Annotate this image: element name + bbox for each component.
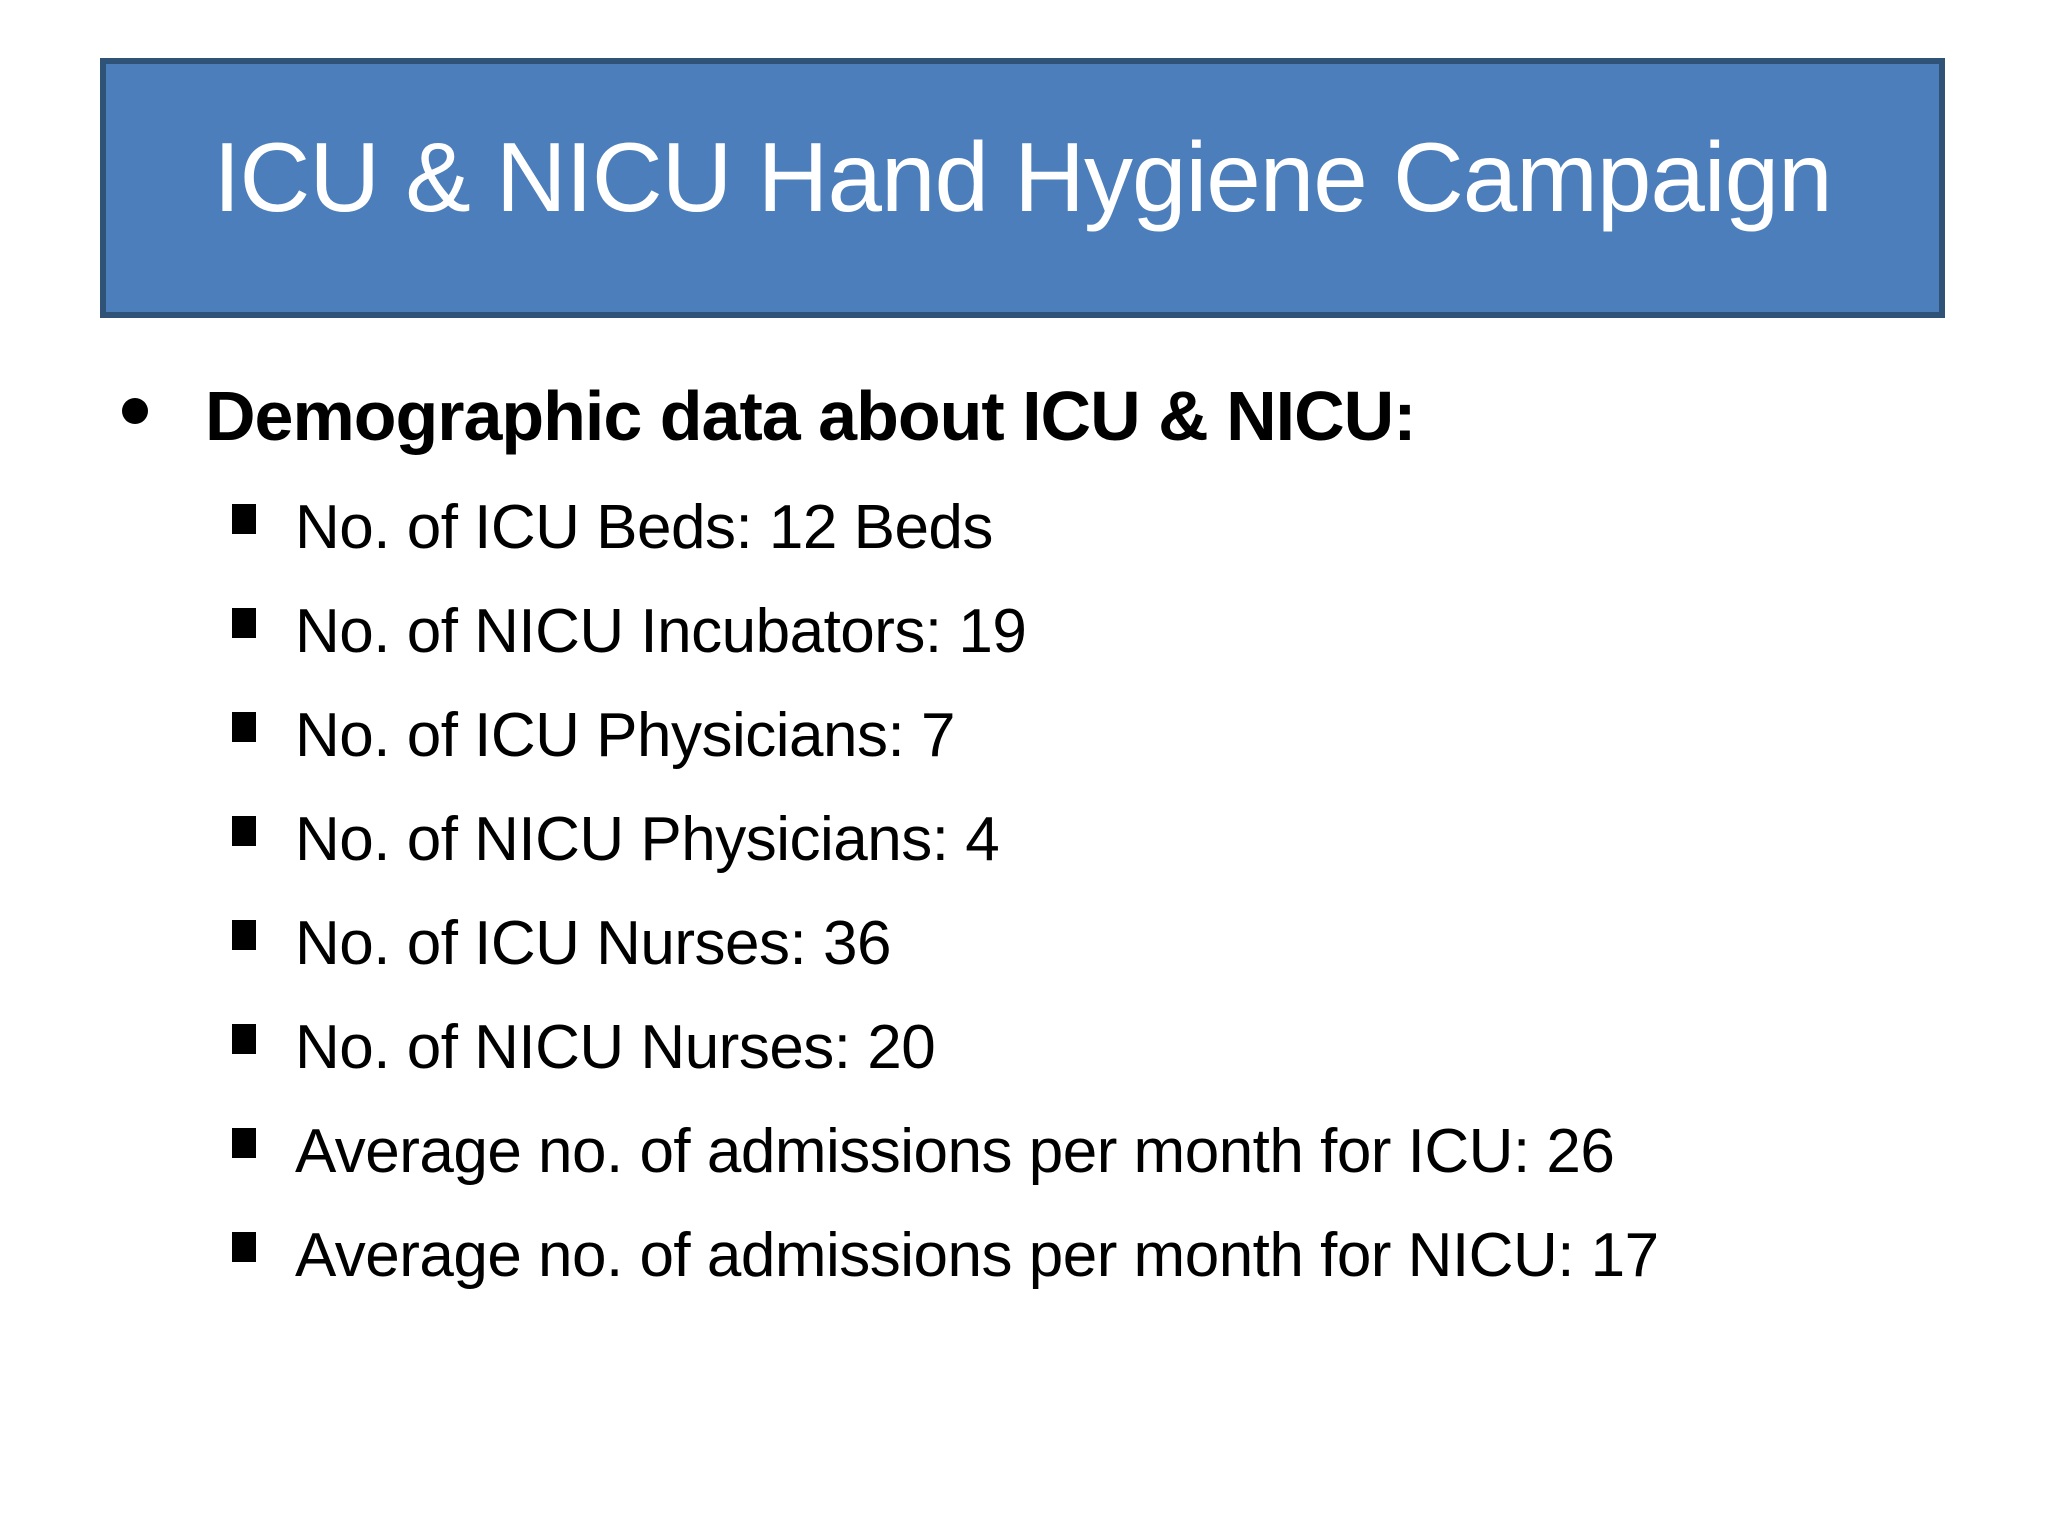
bullet-square-icon xyxy=(232,1232,256,1262)
list-item: No. of ICU Nurses: 36 xyxy=(232,908,1659,1012)
list-item: No. of NICU Incubators: 19 xyxy=(232,596,1659,700)
list-item-text: Average no. of admissions per month for … xyxy=(295,1117,1615,1186)
bullet-dot-icon xyxy=(122,398,148,424)
bullet-square-icon xyxy=(232,712,256,742)
list-item-text: No. of NICU Nurses: 20 xyxy=(295,1013,936,1082)
body-heading-line: Demographic data about ICU & NICU: xyxy=(122,377,1417,455)
list-item-text: No. of NICU Incubators: 19 xyxy=(295,597,1027,666)
slide-title: ICU & NICU Hand Hygiene Campaign xyxy=(213,122,1832,232)
body-heading: Demographic data about ICU & NICU: xyxy=(205,377,1417,455)
bullet-square-icon xyxy=(232,504,256,534)
demographic-list: No. of ICU Beds: 12 Beds No. of NICU Inc… xyxy=(232,492,1659,1324)
bullet-square-icon xyxy=(232,816,256,846)
bullet-square-icon xyxy=(232,1024,256,1054)
list-item: No. of NICU Physicians: 4 xyxy=(232,804,1659,908)
list-item-text: No. of ICU Beds: 12 Beds xyxy=(295,493,993,562)
list-item-text: No. of NICU Physicians: 4 xyxy=(295,805,1000,874)
slide-title-box: ICU & NICU Hand Hygiene Campaign xyxy=(100,58,1945,318)
list-item: Average no. of admissions per month for … xyxy=(232,1220,1659,1324)
list-item: No. of ICU Beds: 12 Beds xyxy=(232,492,1659,596)
list-item: No. of ICU Physicians: 7 xyxy=(232,700,1659,804)
list-item-text: No. of ICU Physicians: 7 xyxy=(295,701,955,770)
list-item-text: Average no. of admissions per month for … xyxy=(295,1221,1659,1290)
list-item: Average no. of admissions per month for … xyxy=(232,1116,1659,1220)
list-item-text: No. of ICU Nurses: 36 xyxy=(295,909,891,978)
bullet-square-icon xyxy=(232,608,256,638)
bullet-square-icon xyxy=(232,920,256,950)
bullet-square-icon xyxy=(232,1128,256,1158)
list-item: No. of NICU Nurses: 20 xyxy=(232,1012,1659,1116)
